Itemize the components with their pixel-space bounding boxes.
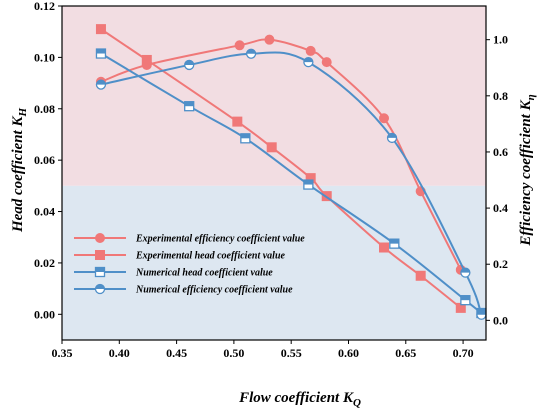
y-left-tick-label: 0.00 — [34, 307, 55, 321]
data-point — [184, 59, 195, 71]
y-right-tick-label: 0.8 — [493, 89, 508, 103]
data-point — [305, 45, 316, 56]
legend-item: Numerical head coefficient value — [74, 266, 273, 279]
y-axis-right-title-main: Efficiency coefficient K — [518, 99, 534, 246]
background-bands — [62, 6, 486, 340]
x-tick-label: 0.40 — [109, 346, 130, 360]
x-axis-title: Flow coefficient KQ — [238, 390, 361, 409]
plot-frame — [61, 5, 487, 341]
x-axis-title-main: Flow coefficient K — [238, 390, 354, 406]
legend-swatch-marker — [94, 266, 106, 278]
data-point — [379, 113, 390, 124]
legend-label: Numerical efficiency coefficient value — [135, 285, 293, 296]
x-tick-label: 0.60 — [338, 346, 359, 360]
data-point — [476, 309, 487, 320]
x-tick-label: 0.35 — [52, 346, 73, 360]
x-tick-label: 0.55 — [281, 346, 302, 360]
data-point — [240, 133, 251, 144]
series-4 — [95, 48, 487, 320]
y-axis-left-title-main: Head coefficient K — [10, 116, 26, 234]
data-point — [184, 101, 195, 112]
series-2 — [95, 24, 466, 313]
legend-swatch-marker — [94, 283, 106, 295]
lower-band — [62, 185, 486, 340]
y-axis-left-title: Head coefficient KH — [10, 108, 29, 234]
y-right-tick-label: 1.0 — [493, 33, 508, 47]
data-point — [234, 40, 245, 51]
data-point — [460, 267, 471, 278]
data-point — [245, 48, 257, 59]
legend-label: Numerical head coefficient value — [135, 268, 273, 279]
x-tick-label: 0.50 — [223, 346, 244, 360]
y-left-tick-label: 0.12 — [34, 0, 55, 13]
x-axis-title-subscript: Q — [353, 397, 361, 409]
legend-item: Experimental head coefficient value — [74, 250, 286, 262]
data-point — [460, 295, 471, 306]
legend-item: Numerical efficiency coefficient value — [74, 283, 293, 296]
y-axis-right-title-subscript: η — [525, 94, 537, 100]
legend: Experimental efficiency coefficient valu… — [74, 233, 305, 296]
data-point — [95, 24, 106, 35]
y-left-tick-label: 0.06 — [34, 153, 55, 167]
y-axis-left-title-subscript: H — [17, 108, 29, 118]
y-left-tick-label: 0.08 — [34, 102, 55, 116]
data-point — [232, 116, 243, 127]
data-point — [321, 57, 332, 68]
data-point — [95, 48, 107, 59]
data-point — [389, 238, 400, 249]
y-right-tick-label: 0.4 — [493, 201, 508, 215]
data-point — [379, 242, 390, 253]
data-point — [266, 142, 277, 153]
data-point — [264, 34, 275, 45]
data-point — [415, 270, 426, 281]
series-layer — [95, 24, 487, 320]
y-right-tick-label: 0.6 — [493, 145, 508, 159]
y-right-tick-label: 0.0 — [493, 313, 508, 327]
y-left-tick-label: 0.04 — [34, 205, 55, 219]
legend-label: Experimental efficiency coefficient valu… — [135, 234, 305, 245]
data-point — [141, 54, 152, 65]
legend-swatch-marker — [95, 233, 105, 243]
x-tick-label: 0.45 — [166, 346, 187, 360]
upper-band — [62, 6, 486, 186]
y-left-tick-label: 0.10 — [34, 50, 55, 64]
legend-item: Experimental efficiency coefficient valu… — [74, 233, 305, 245]
x-tick-label: 0.70 — [453, 346, 474, 360]
legend-swatch-marker — [95, 250, 105, 260]
y-right-tick-label: 0.2 — [493, 257, 508, 271]
y-axis-right-title: Efficiency coefficient Kη — [518, 94, 537, 246]
data-point — [386, 132, 398, 144]
ticks: 0.35 0.40 0.45 0.50 0.55 0.60 0.65 0.70 0.00 0.02… — [34, 0, 508, 360]
data-point — [303, 56, 314, 68]
data-point — [303, 179, 314, 190]
legend-label: Experimental head coefficient value — [135, 251, 286, 262]
y-left-tick-label: 0.02 — [34, 256, 55, 270]
data-point — [95, 79, 107, 90]
x-tick-label: 0.65 — [395, 346, 416, 360]
